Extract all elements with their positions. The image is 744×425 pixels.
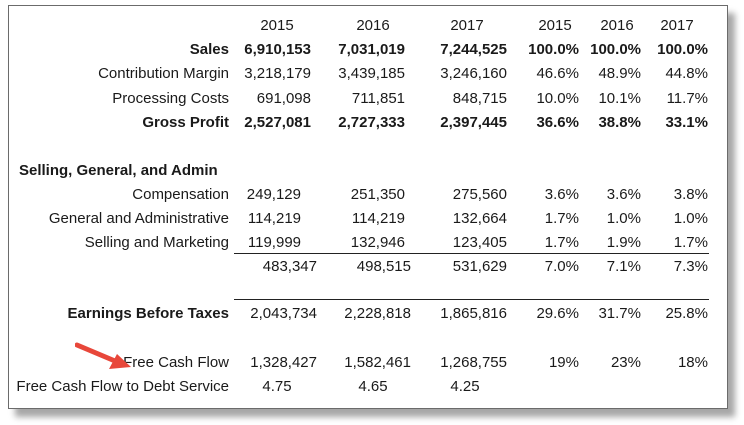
pc-2016: 711,851 [351,90,405,107]
sales-2017: 7,244,525 [440,41,507,58]
row-label-gross-profit: Gross Profit [142,114,229,131]
sm-2015: 119,999 [247,234,301,251]
sales-pct-2017: 100.0% [657,41,708,58]
comp-pct-2017: 3.8% [673,186,708,203]
row-label-selling-marketing: Selling and Marketing [84,234,229,251]
comp-2015: 249,129 [246,186,301,203]
gp-2016: 2,727,333 [338,114,405,131]
gp-pct-2016: 38.8% [598,114,641,131]
row-label-general-admin: General and Administrative [48,210,229,227]
ebt-2017: 1,865,816 [440,305,507,322]
ga-pct-2015: 1.7% [544,210,579,227]
pc-pct-2017: 11.7% [666,90,708,107]
ebt-rule [234,299,709,300]
sga-total-pct-2015: 7.0% [544,258,579,275]
cm-pct-2017: 44.8% [665,65,708,82]
fcf-pct-2017: 18% [677,354,708,371]
pc-2015: 691,098 [256,90,311,107]
ebt-2015: 2,043,734 [250,305,317,322]
header-year-2017: 2017 [450,17,484,34]
header-year-2015: 2015 [260,17,294,34]
ebt-pct-2016: 31.7% [598,305,641,322]
gp-pct-2017: 33.1% [665,114,708,131]
fcf-2017: 1,268,755 [440,354,507,371]
fcf-2015: 1,328,427 [250,354,317,371]
ebt-pct-2015: 29.6% [536,305,579,322]
sga-total-pct-2016: 7.1% [606,258,641,275]
row-label-ebt: Earnings Before Taxes [67,305,229,322]
row-label-compensation: Compensation [132,186,229,203]
ga-pct-2017: 1.0% [673,210,708,227]
fcf-debt-2015: 4.75 [262,378,292,395]
sga-total-pct-2017: 7.3% [673,258,708,275]
pc-pct-2015: 10.0% [536,90,579,107]
gp-2015: 2,527,081 [244,114,311,131]
header-pct-2017: 2017 [660,17,694,34]
pc-pct-2016: 10.1% [598,90,641,107]
sm-pct-2015: 1.7% [544,234,579,251]
row-label-contribution-margin: Contribution Margin [98,65,229,82]
fcf-debt-2016: 4.65 [358,378,388,395]
sga-subtotal-rule [234,253,709,254]
comp-pct-2016: 3.6% [606,186,641,203]
fcf-2016: 1,582,461 [344,354,411,371]
red-arrow-icon [75,342,131,369]
sales-2016: 7,031,019 [338,41,405,58]
sga-total-2015: 483,347 [262,258,317,275]
row-label-fcf-debt-service: Free Cash Flow to Debt Service [16,378,229,395]
sm-pct-2017: 1.7% [673,234,708,251]
gp-2017: 2,397,445 [440,114,507,131]
comp-2017: 275,560 [452,186,507,203]
ga-2015: 114,219 [247,210,301,227]
fcf-debt-2017: 4.25 [450,378,480,395]
gp-pct-2015: 36.6% [536,114,579,131]
row-label-processing-costs: Processing Costs [112,90,229,107]
header-year-2016: 2016 [356,17,390,34]
pc-2017: 848,715 [452,90,507,107]
section-heading-sga: Selling, General, and Admin [19,162,218,179]
cm-pct-2016: 48.9% [598,65,641,82]
ebt-2016: 2,228,818 [344,305,411,322]
row-label-free-cash-flow: Free Cash Flow [123,354,229,371]
cm-2015: 3,218,179 [244,65,311,82]
ga-2016: 114,219 [351,210,405,227]
sm-2016: 132,946 [350,234,405,251]
row-label-sales: Sales [189,41,229,58]
cm-2016: 3,439,185 [338,65,405,82]
sm-2017: 123,405 [452,234,507,251]
comp-2016: 251,350 [350,186,405,203]
sales-pct-2015: 100.0% [528,41,579,58]
fcf-pct-2016: 23% [610,354,641,371]
ebt-pct-2017: 25.8% [665,305,708,322]
cm-pct-2015: 46.6% [536,65,579,82]
sga-total-2016: 498,515 [356,258,411,275]
comp-pct-2015: 3.6% [544,186,579,203]
sales-pct-2016: 100.0% [590,41,641,58]
ga-2017: 132,664 [452,210,507,227]
sga-total-2017: 531,629 [452,258,507,275]
sm-pct-2016: 1.9% [606,234,641,251]
cm-2017: 3,246,160 [440,65,507,82]
header-pct-2015: 2015 [538,17,572,34]
spreadsheet-report: 2015 2016 2017 2015 2016 2017 Sales 6,91… [8,5,728,409]
header-pct-2016: 2016 [600,17,634,34]
fcf-pct-2015: 19% [548,354,579,371]
ga-pct-2016: 1.0% [606,210,641,227]
sales-2015: 6,910,153 [244,41,311,58]
